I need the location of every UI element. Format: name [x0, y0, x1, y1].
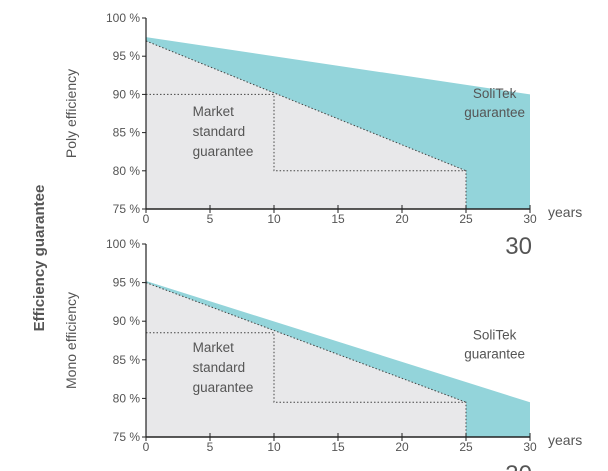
x-tick-label: 30 [523, 212, 537, 226]
x-axis-extra-label: 30 [505, 461, 532, 471]
y-tick-label: 75 % [113, 202, 141, 216]
x-tick-label: 25 [459, 212, 473, 226]
market-standard-line [145, 282, 467, 403]
y-tick-label: 85 % [113, 353, 141, 367]
market-step-guarantee [146, 332, 467, 437]
x-axis-label: years [548, 432, 582, 448]
market-step-guarantee [146, 93, 467, 209]
y-tick-label: 85 % [113, 126, 141, 140]
x-tick-label: 15 [331, 440, 345, 454]
y-tick-label: 80 % [113, 391, 141, 405]
market-standard-line [145, 40, 467, 172]
x-tick-label: 30 [523, 440, 537, 454]
x-tick-label: 20 [395, 440, 409, 454]
market-standard-area [146, 282, 466, 437]
x-axis-label: years [548, 204, 582, 220]
y-tick-label: 75 % [113, 430, 141, 444]
market-standard-label: Market standard guarantee [193, 104, 254, 159]
x-tick-label: 0 [143, 212, 150, 226]
y-tick-label: 100 % [106, 237, 140, 251]
x-tick-label: 25 [459, 440, 473, 454]
x-tick-label: 0 [143, 440, 150, 454]
y-axis-label: Mono efficiency [63, 292, 79, 389]
mono-efficiency-chart: 75 % 80 % 85 % 90 % 95 % 100 % 0 5 10 15 20 25 30 yea… [63, 237, 582, 471]
x-tick-label: 5 [207, 440, 214, 454]
market-standard-label: Market standard guarantee [193, 340, 254, 395]
market-standard-area [146, 40, 466, 209]
x-tick-label: 10 [267, 212, 281, 226]
y-tick-label: 100 % [106, 11, 140, 25]
x-tick-label: 10 [267, 440, 281, 454]
figure-side-title: Efficiency guarantee [31, 185, 48, 332]
y-tick-label: 90 % [113, 87, 141, 101]
y-tick-label: 80 % [113, 164, 141, 178]
poly-efficiency-chart: 75 %80 %85 %90 %95 %100 %0 5 10 15 20 25 30 yea… [63, 11, 582, 260]
solitek-guarantee-label: SoliTek guarantee [464, 86, 525, 120]
y-tick-label: 95 % [113, 49, 141, 63]
x-tick-label: 15 [331, 212, 345, 226]
x-tick-label: 5 [207, 212, 214, 226]
y-tick-label: 95 % [113, 276, 141, 290]
y-axis-label: Poly efficiency [63, 69, 79, 158]
solitek-guarantee-label: SoliTek guarantee [464, 328, 525, 362]
y-tick-label: 90 % [113, 314, 141, 328]
x-axis-extra-label: 30 [505, 233, 532, 260]
x-tick-label: 20 [395, 212, 409, 226]
